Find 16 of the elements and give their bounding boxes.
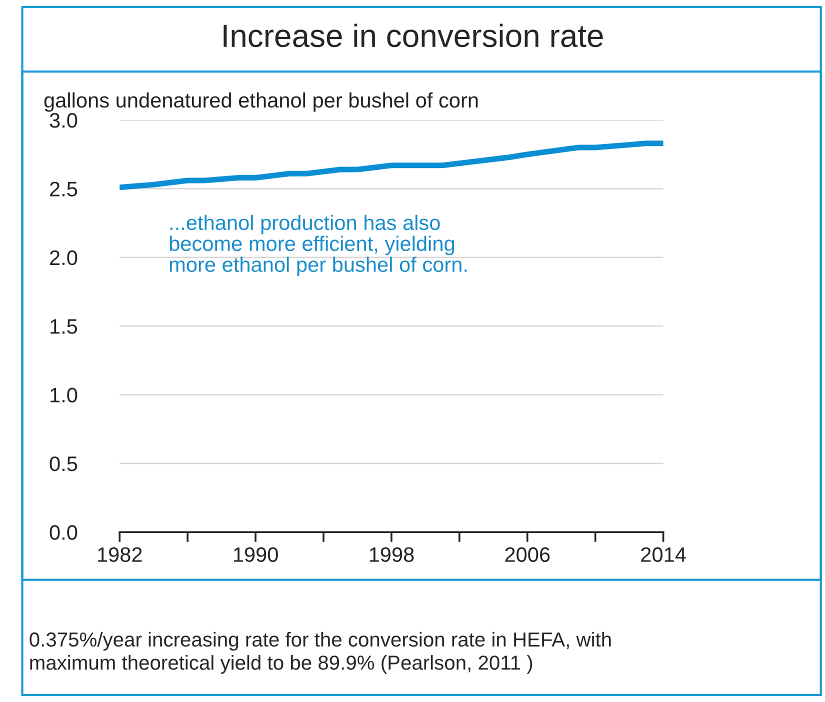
x-tick-label: 2014: [641, 547, 686, 562]
chart-title: Increase in conversion rate: [224, 24, 603, 48]
x-tick-label: 2006: [505, 547, 550, 562]
y-tick-label: 2.0: [50, 250, 78, 266]
y-tick-label: 0.0: [50, 525, 78, 540]
y-axis-title: gallons undenatured ethanol per bushel of corn: [44, 92, 478, 112]
x-tick-label: 1998: [370, 547, 414, 562]
y-tick-label: 3.0: [50, 113, 78, 128]
x-tick-label: 1982: [98, 547, 142, 562]
y-tick-label: 0.5: [50, 456, 78, 472]
y-tick-label: 2.5: [50, 182, 78, 196]
annotation: ...ethanol production has also become more efficient, yielding more ethanol per bushel of corn.: [170, 214, 467, 276]
y-tick-label: 1.0: [50, 388, 78, 403]
y-tick-label: 1.5: [50, 319, 78, 334]
text: 0.375%/year increasing rate for the conversion rate in HEFA, with maximum theoretical yield to be 89.9% (Pearlson, 2011 ): [30, 632, 611, 674]
x-tick-label: 1990: [234, 547, 278, 562]
